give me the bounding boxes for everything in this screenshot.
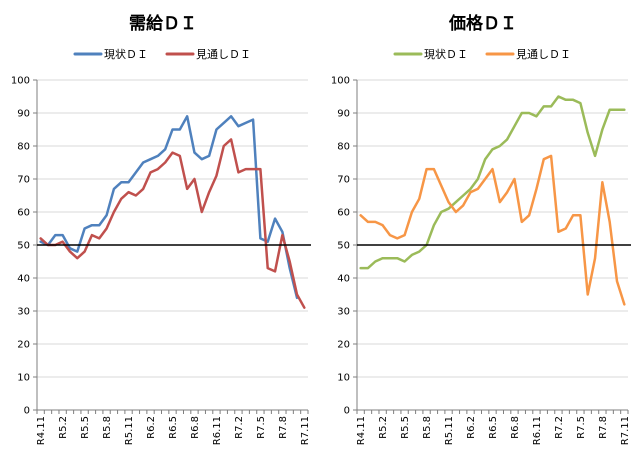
x-tick-label: R5.2 <box>58 416 69 439</box>
legend: 現状ＤＩ 見通しＤＩ <box>73 47 251 61</box>
legend-label-outlook: 見通しＤＩ <box>516 48 571 61</box>
y-tick-label: 60 <box>337 208 350 219</box>
series-group <box>359 95 626 306</box>
x-tick-label: R5.2 <box>378 416 389 439</box>
x-tick-label: R6.2 <box>146 416 157 439</box>
x-tick-label: R6.11 <box>532 416 543 445</box>
x-tick-label: R6.8 <box>510 416 521 439</box>
x-tick-label: R6.2 <box>466 416 477 439</box>
x-tick-label: R5.8 <box>102 416 113 439</box>
x-tick-label: R5.11 <box>124 416 135 445</box>
y-tick-label: 70 <box>337 175 350 186</box>
legend: 現状ＤＩ 見通しＤＩ <box>393 47 571 61</box>
y-tick-label: 0 <box>344 406 350 417</box>
y-tick-label: 40 <box>17 274 30 285</box>
x-tick-label: R6.11 <box>212 416 223 445</box>
y-tick-label: 100 <box>11 76 30 87</box>
y-axis-ticks: 0 10 20 30 40 50 60 70 80 90 100 <box>11 76 37 417</box>
legend-label-current: 現状ＤＩ <box>424 47 468 61</box>
y-tick-label: 20 <box>337 340 350 351</box>
x-tick-label: R7.5 <box>576 416 587 439</box>
y-tick-label: 40 <box>337 274 350 285</box>
series-group <box>39 115 306 309</box>
y-tick-label: 80 <box>17 142 30 153</box>
x-tick-label: R5.8 <box>422 416 433 439</box>
x-tick-label: R4.11 <box>356 416 367 445</box>
series-line-current <box>359 95 626 270</box>
x-tick-label: R6.5 <box>168 416 179 439</box>
series-line-current <box>39 115 299 300</box>
y-tick-label: 90 <box>337 109 350 120</box>
y-tick-label: 0 <box>24 406 30 417</box>
y-tick-label: 50 <box>337 241 350 252</box>
y-tick-label: 20 <box>17 340 30 351</box>
x-tick-label: R7.8 <box>278 416 289 439</box>
y-tick-label: 50 <box>17 241 30 252</box>
x-tick-label: R7.2 <box>234 416 245 439</box>
series-line-outlook <box>359 154 626 306</box>
y-tick-label: 80 <box>337 142 350 153</box>
x-tick-label: R5.5 <box>80 416 91 439</box>
x-tick-label: R5.5 <box>400 416 411 439</box>
y-tick-label: 90 <box>17 109 30 120</box>
price-di-chart: 価格ＤＩ 現状ＤＩ 見通しＤＩ 0 10 20 30 40 50 60 70 80 90 100 R… <box>331 13 631 445</box>
x-tick-label: R4.11 <box>36 416 47 445</box>
y-tick-label: 60 <box>17 208 30 219</box>
supply-demand-di-chart: 需給ＤＩ 現状ＤＩ 見通しＤＩ 0 10 20 30 40 50 60 70 80 90 100 R… <box>11 13 311 445</box>
legend-label-outlook: 見通しＤＩ <box>196 48 251 61</box>
chart-title: 価格ＤＩ <box>448 13 517 34</box>
y-tick-label: 30 <box>17 307 30 318</box>
x-tick-label: R7.2 <box>554 416 565 439</box>
x-axis-ticks: R4.11 R5.2 R5.5 R5.8 R5.11 R6.2 R6.5 R6.8 R6.11 R… <box>36 410 311 445</box>
x-tick-label: R6.5 <box>488 416 499 439</box>
chart-title: 需給ＤＩ <box>129 13 197 34</box>
x-tick-label: R6.8 <box>190 416 201 439</box>
y-tick-label: 70 <box>17 175 30 186</box>
x-tick-label: R7.8 <box>598 416 609 439</box>
legend-label-current: 現状ＤＩ <box>104 47 148 61</box>
y-tick-label: 10 <box>17 373 30 384</box>
series-line-outlook <box>39 138 306 309</box>
y-tick-label: 30 <box>337 307 350 318</box>
x-tick-label: R7.11 <box>300 416 311 445</box>
y-tick-label: 100 <box>331 76 350 87</box>
x-tick-label: R7.5 <box>256 416 267 439</box>
y-tick-label: 10 <box>337 373 350 384</box>
x-tick-label: R7.11 <box>620 416 631 445</box>
x-tick-label: R5.11 <box>444 416 455 445</box>
x-axis-ticks: R4.11 R5.2 R5.5 R5.8 R5.11 R6.2 R6.5 R6.8 R6.11 R… <box>356 410 631 445</box>
y-axis-ticks: 0 10 20 30 40 50 60 70 80 90 100 <box>331 76 357 417</box>
